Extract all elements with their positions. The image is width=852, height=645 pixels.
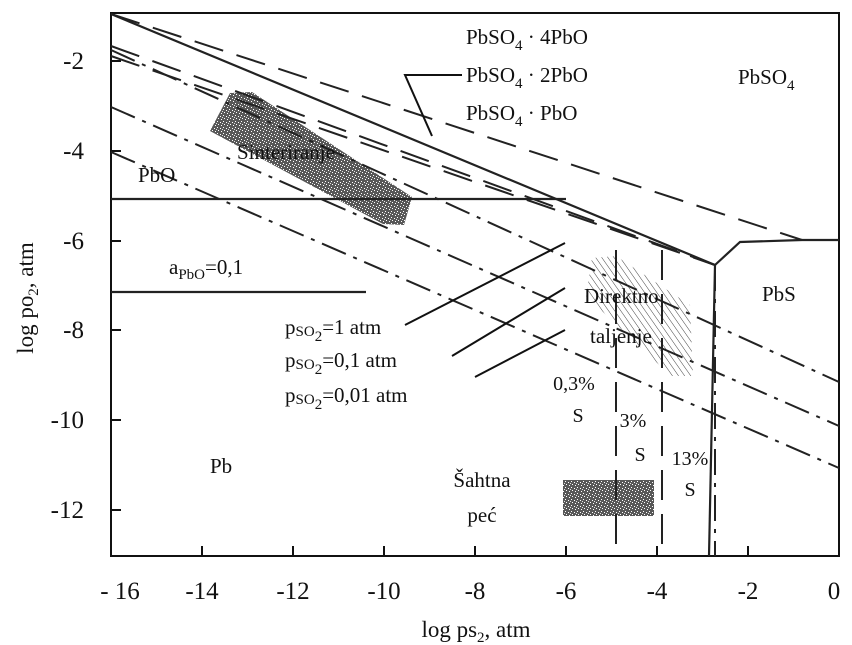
sulfur-label-3-s: S bbox=[634, 444, 645, 466]
x-tick-marks bbox=[110, 546, 840, 556]
y-axis-title: log po2, atm bbox=[13, 242, 42, 354]
sintering-region bbox=[210, 92, 412, 225]
label-pbso4-pbo: PbSO4 · PbO bbox=[466, 101, 577, 130]
x-tick-label: -8 bbox=[465, 578, 486, 605]
y-tick-label: -6 bbox=[63, 228, 84, 255]
process-label-shaft-1: Šahtna bbox=[453, 468, 511, 492]
x-tick-label: -6 bbox=[556, 578, 577, 605]
x-tick-label: -14 bbox=[185, 578, 219, 605]
sulfur-label-03: 0,3% bbox=[553, 373, 595, 395]
basic-sulfate-boundaries bbox=[110, 13, 803, 556]
x-tick-label: -10 bbox=[367, 578, 400, 605]
process-label-direct-1: Direktno bbox=[584, 284, 659, 308]
direct-smelting-region bbox=[586, 256, 693, 376]
label-pbso4-4pbo: PbSO4 · 4PbO bbox=[466, 25, 588, 54]
shaft-furnace-region bbox=[563, 480, 654, 516]
pso2-label-1: pSO2=1 atm bbox=[285, 315, 381, 345]
x-tick-label: - 16 bbox=[100, 578, 140, 605]
x-axis-title: log ps2, atm bbox=[421, 617, 530, 645]
leader-lines bbox=[403, 74, 566, 378]
process-label-shaft-2: peć bbox=[467, 503, 496, 527]
process-label-sintering: Sinteriranje bbox=[237, 140, 335, 164]
x-tick-label: -4 bbox=[647, 578, 668, 605]
phase-label-pb: Pb bbox=[210, 454, 232, 478]
x-tick-label: -2 bbox=[738, 578, 759, 605]
sulfur-label-13-s: S bbox=[684, 479, 695, 501]
y-tick-label: -12 bbox=[51, 497, 84, 524]
phase-label-pbs: PbS bbox=[762, 282, 796, 306]
phase-label-pbso4: PbSO4 bbox=[738, 65, 795, 94]
y-tick-labels: -2 -4 -6 -8 -10 -12 bbox=[51, 48, 85, 524]
sulfur-label-3: 3% bbox=[620, 410, 647, 432]
pso2-label-3: pSO2=0,01 atm bbox=[285, 383, 408, 413]
x-tick-label: 0 bbox=[828, 578, 841, 605]
y-tick-label: -4 bbox=[63, 138, 84, 165]
process-label-direct-2: taljenje bbox=[590, 324, 652, 348]
label-pbso4-2pbo: PbSO4 · 2PbO bbox=[466, 63, 588, 92]
so2-isobars bbox=[110, 49, 840, 556]
y-tick-marks bbox=[111, 60, 121, 511]
x-tick-label: -12 bbox=[276, 578, 309, 605]
sulfur-label-03-s: S bbox=[572, 405, 583, 427]
activity-label: aPbO=0,1 bbox=[169, 255, 243, 283]
sulfur-label-13: 13% bbox=[672, 448, 709, 470]
pso2-label-2: pSO2=0,1 atm bbox=[285, 348, 397, 378]
x-tick-labels: - 16 -14 -12 -10 -8 -6 -4 -2 0 bbox=[100, 578, 840, 605]
y-tick-label: -2 bbox=[63, 48, 84, 75]
y-tick-label: -8 bbox=[63, 317, 84, 344]
y-tick-label: -10 bbox=[51, 407, 84, 434]
phase-label-pbo: PbO bbox=[138, 163, 175, 187]
